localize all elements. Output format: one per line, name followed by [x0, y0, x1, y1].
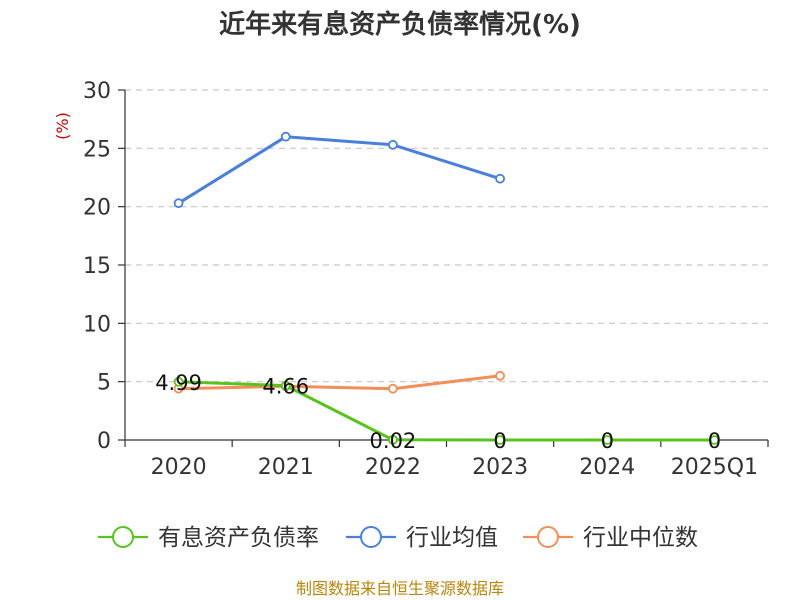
series-line-0: [178, 380, 715, 442]
data-labels: 4.99 4.66 0.02 0 0 0: [155, 371, 721, 453]
legend-label-2: 行业中位数: [583, 525, 698, 551]
data-label-1: 4.66: [262, 375, 309, 399]
data-label-2: 0.02: [370, 429, 417, 453]
y-tick-label-15: 15: [83, 254, 111, 279]
legend-marker-2: [537, 526, 559, 548]
data-label-4: 0: [601, 429, 614, 453]
x-tick-label-2025Q1: 2025Q1: [671, 455, 758, 480]
data-label-3: 0: [493, 429, 506, 453]
x-tick-label-2023: 2023: [472, 455, 528, 480]
x-tick-label-2024: 2024: [579, 455, 635, 480]
legend-marker-1: [360, 526, 382, 548]
source-note: 制图数据来自恒生聚源数据库: [296, 579, 504, 598]
legend-label-1: 行业均值: [406, 525, 498, 551]
legend-marker-0: [112, 526, 134, 548]
series-1-point-3: [495, 173, 505, 184]
series-line-1: [177, 135, 501, 205]
axes: 0 5 10 15 20 25 30 2020 2021 2022 2023 2024 2025Q1: [83, 79, 769, 480]
series-0-point-2: [388, 434, 398, 445]
data-label-0: 4.99: [155, 371, 202, 395]
series-1-point-2: [388, 139, 398, 150]
series-0-point-1: [280, 380, 291, 391]
series-2-point-3: [495, 370, 505, 381]
y-tick-label-20: 20: [83, 196, 111, 221]
y-tick-label-25: 25: [83, 137, 111, 162]
chart-title: 近年来有息资产负债率情况(%): [219, 9, 581, 40]
grid-lines: [125, 89, 768, 383]
data-label-5: 0: [708, 429, 721, 453]
x-tick-label-2022: 2022: [365, 455, 421, 480]
y-tick-label-30: 30: [83, 79, 111, 104]
series-1-point-1: [280, 131, 291, 142]
series-line-2: [178, 374, 501, 391]
series-0-point-5: [709, 435, 720, 445]
y-axis-unit: (%): [53, 112, 72, 140]
x-tick-label-2020: 2020: [151, 455, 207, 480]
legend: 有息资产负债率 行业均值 行业中位数: [98, 525, 698, 551]
series-0-point-4: [602, 435, 613, 445]
legend-label-0: 有息资产负债率: [158, 525, 319, 551]
x-tick-label-2021: 2021: [258, 455, 314, 480]
y-tick-label-10: 10: [83, 312, 111, 337]
y-tick-label-0: 0: [97, 429, 111, 454]
series-1-point-0: [173, 198, 184, 209]
series-2-point-2: [388, 383, 398, 394]
series-0-point-0: [173, 376, 184, 387]
series-layer: [173, 131, 720, 445]
y-tick-label-5: 5: [97, 371, 111, 396]
series-0-point-3: [495, 435, 505, 445]
